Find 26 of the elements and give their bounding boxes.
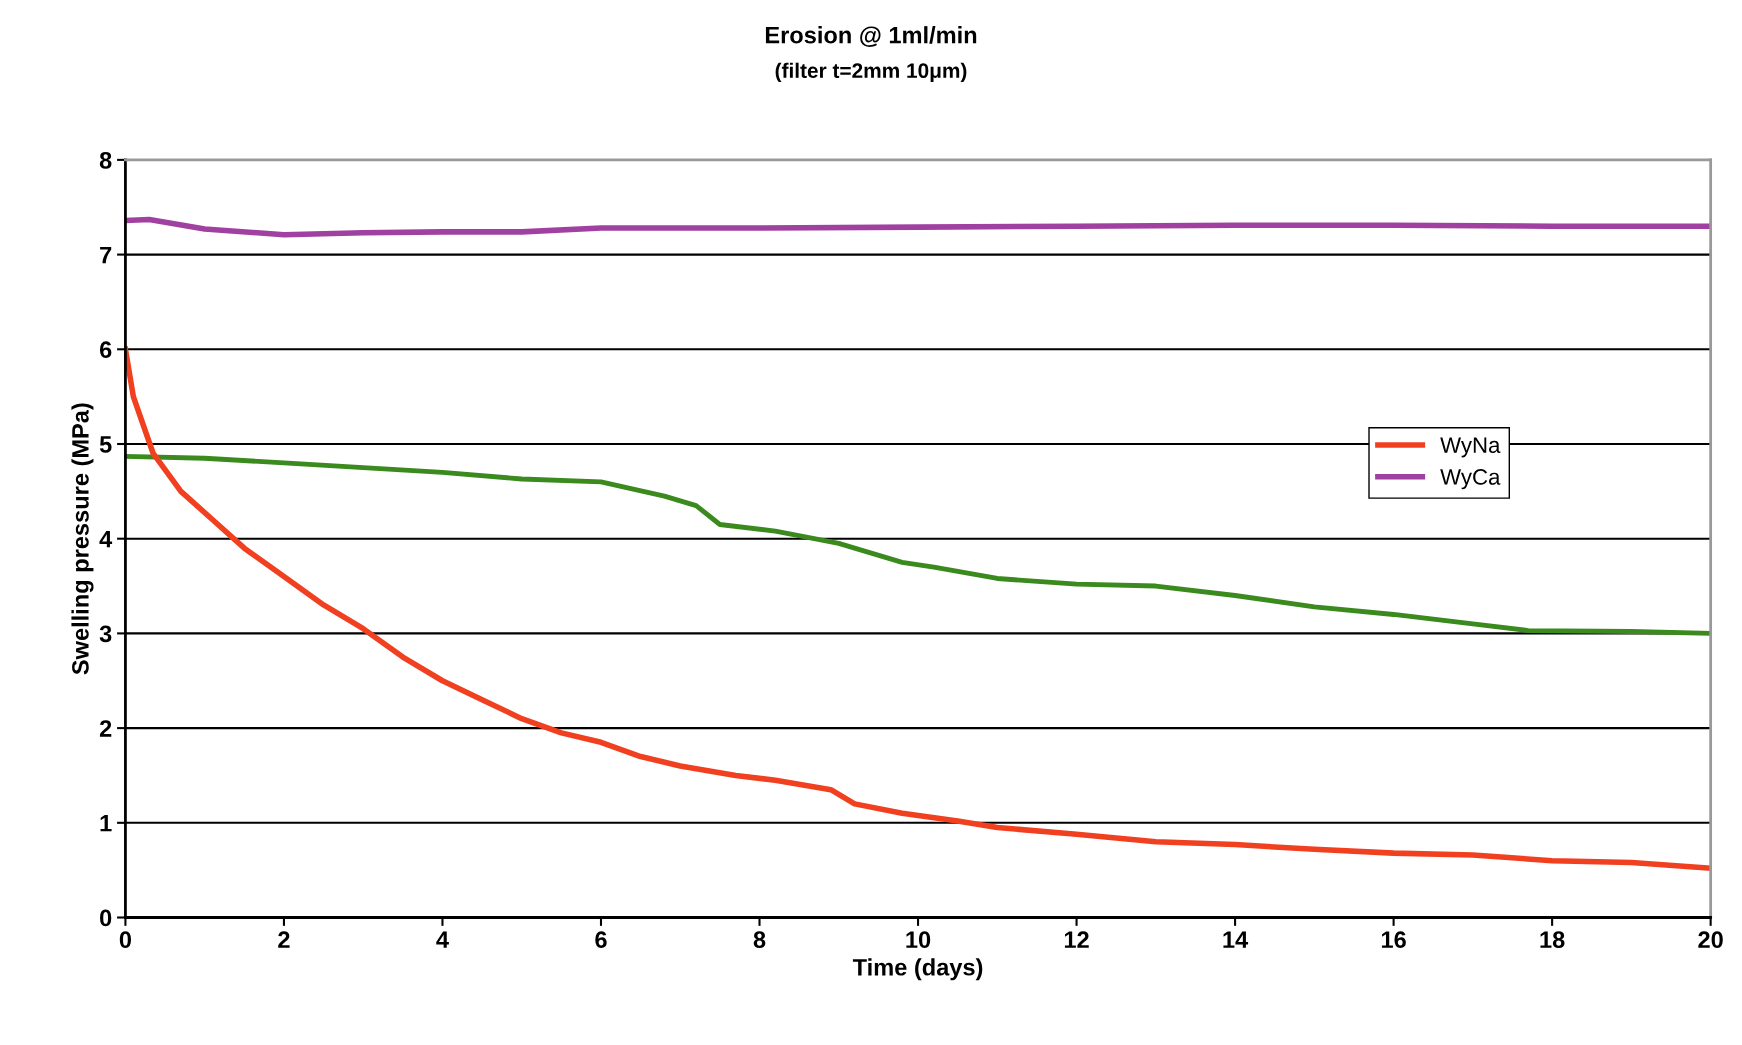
y-tick-label: 3	[99, 625, 112, 643]
x-tick-label: 18	[1540, 931, 1565, 949]
x-tick-label: 4	[436, 931, 449, 948]
x-tick-label: 2	[278, 931, 290, 948]
y-tick-label: 4	[99, 531, 113, 548]
y-tick-label: 5	[99, 436, 112, 453]
y-tick-label: 8	[99, 151, 112, 169]
y-tick-label: 7	[100, 246, 112, 264]
x-axis-title: Time (days)	[852, 958, 983, 981]
x-tick-label: 6	[595, 931, 607, 949]
x-tick-label: 12	[1064, 931, 1089, 948]
x-tick-label: 0	[119, 931, 132, 949]
chart-title: Erosion @ 1ml/min	[765, 26, 977, 47]
x-tick-label: 8	[753, 931, 766, 949]
legend-label: WyCa	[1440, 469, 1501, 490]
x-tick-label: 14	[1223, 931, 1249, 948]
x-tick-label: 10	[906, 931, 931, 949]
legend-label: WyNa	[1440, 437, 1501, 458]
y-tick-label: 0	[100, 909, 112, 927]
y-axis-title: Swelling pressure (MPa)	[71, 403, 94, 675]
y-tick-label: 6	[99, 341, 112, 359]
x-tick-label: 20	[1698, 931, 1723, 949]
chart-subtitle: (filter t=2mm 10μm)	[775, 62, 967, 83]
y-tick-label: 2	[99, 720, 112, 737]
x-tick-label: 16	[1381, 931, 1406, 949]
y-tick-label: 1	[100, 815, 112, 832]
